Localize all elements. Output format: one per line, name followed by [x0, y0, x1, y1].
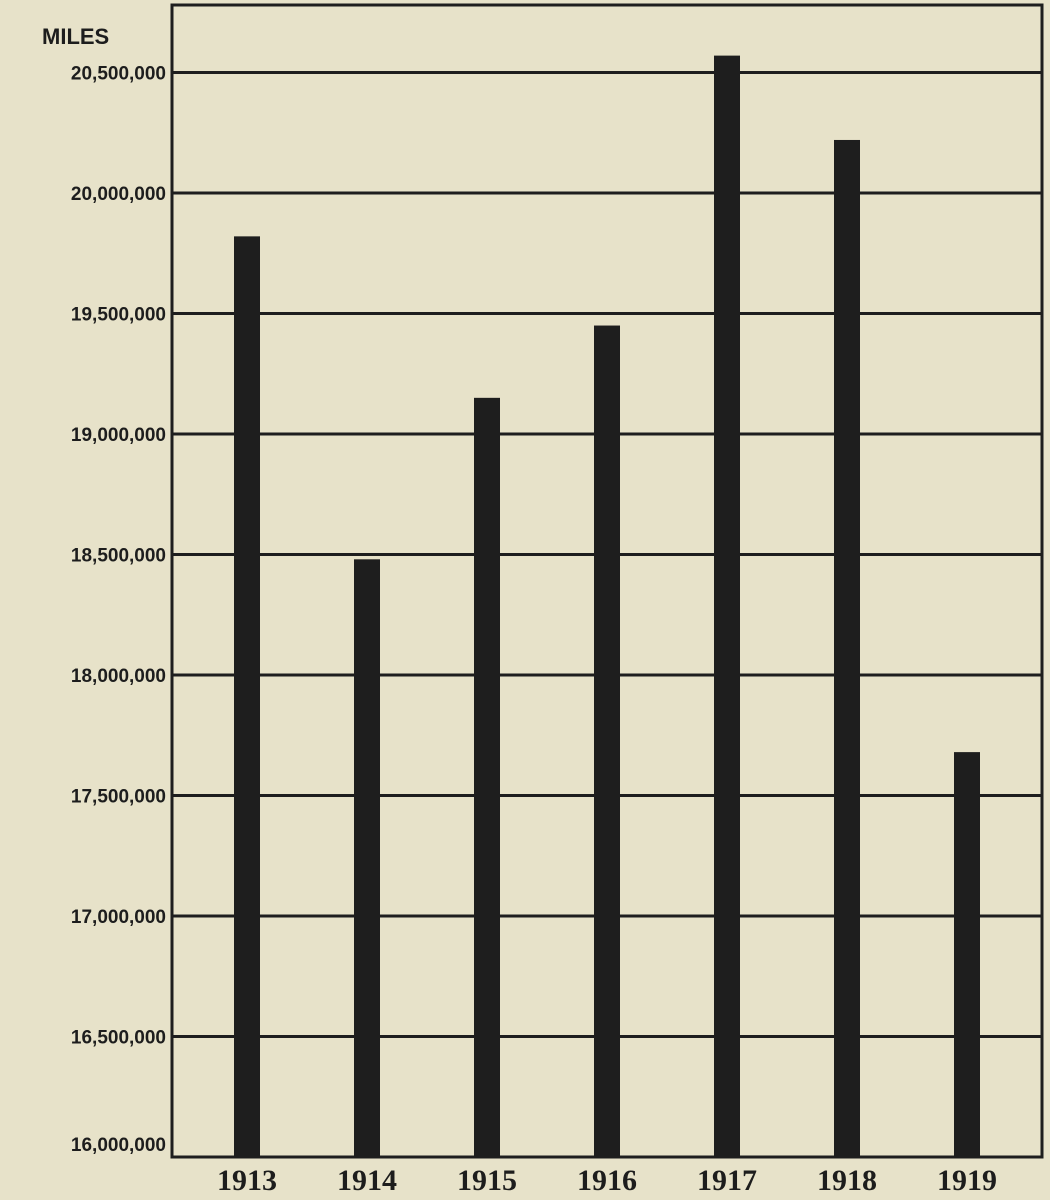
bar-1913 — [234, 236, 260, 1157]
y-tick-label: 18,500,000 — [71, 545, 166, 566]
x-tick-label: 1918 — [817, 1164, 877, 1197]
y-tick-labels: 16,000,000 16,500,000 17,000,000 17,500,000… — [71, 63, 166, 1156]
x-tick-label: 1913 — [217, 1164, 277, 1197]
y-tick-label: 17,500,000 — [71, 786, 166, 807]
y-tick-label: 20,000,000 — [71, 184, 166, 205]
bar-1916 — [594, 325, 620, 1158]
y-tick-label: 19,000,000 — [71, 425, 166, 446]
y-tick-label: 19,500,000 — [71, 304, 166, 325]
grid-lines — [172, 70, 1042, 1038]
x-tick-labels: 1913 1914 1915 1916 1917 1918 1919 — [217, 1164, 997, 1197]
x-tick-label: 1919 — [937, 1164, 997, 1197]
y-tick-label: 18,000,000 — [71, 666, 166, 687]
x-tick-label: 1914 — [337, 1164, 397, 1197]
bar-1914 — [354, 559, 380, 1157]
bar-1915 — [474, 397, 500, 1158]
x-tick-label: 1917 — [697, 1164, 757, 1197]
y-axis-unit-label: MILES — [42, 24, 109, 49]
bar-1918 — [834, 139, 860, 1157]
bar-1919 — [954, 752, 980, 1157]
x-tick-label: 1915 — [457, 1164, 517, 1197]
y-tick-label: 16,500,000 — [71, 1027, 166, 1048]
bar-1917 — [714, 55, 740, 1158]
bars — [234, 55, 980, 1158]
y-tick-label: 17,000,000 — [71, 907, 166, 928]
x-tick-label: 1916 — [577, 1164, 637, 1197]
y-tick-label: 20,500,000 — [71, 63, 166, 84]
y-tick-label: 16,000,000 — [71, 1135, 166, 1156]
